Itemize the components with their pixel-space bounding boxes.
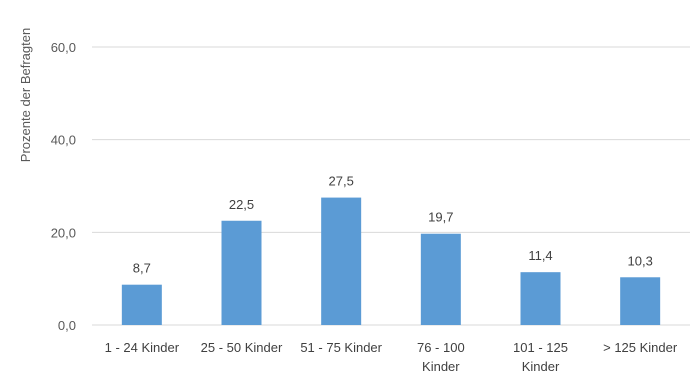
x-tick-label: > 125 Kinder xyxy=(603,340,678,355)
bar xyxy=(420,233,461,325)
bars xyxy=(121,197,661,325)
data-label: 10,3 xyxy=(628,253,653,268)
data-label: 8,7 xyxy=(133,261,151,276)
x-tick-label-line: 25 - 50 Kinder xyxy=(201,340,283,355)
bar xyxy=(121,284,162,325)
data-label: 22,5 xyxy=(229,197,254,212)
y-tick-label: 20,0 xyxy=(51,225,76,240)
x-tick-label-line: Kinder xyxy=(522,359,560,374)
y-tick-label: 60,0 xyxy=(51,40,76,55)
x-tick-label: 1 - 24 Kinder xyxy=(105,340,180,355)
bar xyxy=(520,272,561,325)
x-tick-label-line: Kinder xyxy=(422,359,460,374)
x-axis-labels: 1 - 24 Kinder 25 - 50 Kinder 51 - 75 Kinde… xyxy=(105,340,678,374)
y-tick-label: 0,0 xyxy=(58,318,76,333)
x-tick-label-line: > 125 Kinder xyxy=(603,340,678,355)
y-axis-title: Prozente der Befragten xyxy=(18,28,33,162)
bar xyxy=(221,220,262,325)
data-label: 27,5 xyxy=(329,174,354,189)
bar xyxy=(321,197,362,325)
x-tick-label-line: 76 - 100 xyxy=(417,340,465,355)
x-tick-label: 76 - 100 Kinder xyxy=(417,340,465,374)
x-tick-label: 51 - 75 Kinder xyxy=(300,340,382,355)
bar xyxy=(620,277,661,325)
data-labels: 8,7 22,5 27,5 19,7 11,4 10,3 xyxy=(133,174,653,276)
x-tick-label: 25 - 50 Kinder xyxy=(201,340,283,355)
data-label: 19,7 xyxy=(428,210,453,225)
x-tick-label-line: 51 - 75 Kinder xyxy=(300,340,382,355)
x-tick-label-line: 1 - 24 Kinder xyxy=(105,340,180,355)
gridlines xyxy=(92,46,690,326)
y-tick-label: 40,0 xyxy=(51,133,76,148)
x-tick-label-line: 101 - 125 xyxy=(513,340,568,355)
y-axis-ticks: 0,0 20,0 40,0 60,0 xyxy=(51,40,76,333)
x-tick-label: 101 - 125 Kinder xyxy=(513,340,568,374)
data-label: 11,4 xyxy=(528,248,552,263)
